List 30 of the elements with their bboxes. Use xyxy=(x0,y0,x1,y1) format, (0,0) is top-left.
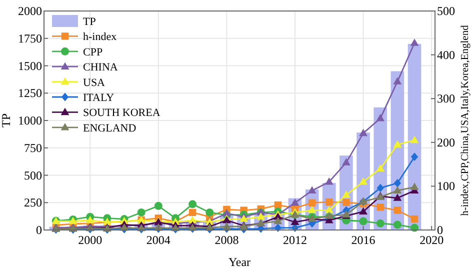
x-tick-label: 2012 xyxy=(282,233,307,247)
legend-label: CHINA xyxy=(83,62,118,74)
legend-label: h-index xyxy=(83,31,118,44)
x-axis-title: Year xyxy=(228,255,251,269)
y2-axis-title: h-index,CPP,China,USA,Italy,Korea,Englend xyxy=(460,24,471,216)
y-tick-label: 250 xyxy=(24,196,42,210)
y2-tick-label: 500 xyxy=(437,4,455,18)
y2-tick-label: 400 xyxy=(437,48,455,62)
legend-label: SOUTH KOREA xyxy=(83,107,160,120)
y-tick-label: 1250 xyxy=(18,86,42,100)
legend-label: ITALY xyxy=(83,92,114,104)
x-tick-label: 2016 xyxy=(351,233,376,247)
y-tick-label: 750 xyxy=(24,140,42,155)
y-tick-label: 1000 xyxy=(18,114,42,128)
legend-label: USA xyxy=(83,76,106,89)
y-tick-label: 500 xyxy=(24,168,42,182)
y-tick-label: 1750 xyxy=(18,31,42,46)
y-axis-title: TP xyxy=(0,113,13,128)
x-tick-label: 2004 xyxy=(146,233,170,247)
y2-tick-label: 100 xyxy=(437,179,455,194)
y2-tick-label: 200 xyxy=(437,135,455,150)
legend-label: ENGLAND xyxy=(83,122,136,134)
y-tick-label: 1500 xyxy=(18,58,42,73)
legend-label: CPP xyxy=(83,46,103,58)
y-tick-label: 2000 xyxy=(18,4,42,18)
x-tick-label: 2000 xyxy=(78,233,102,247)
x-tick-label: 2008 xyxy=(214,233,239,247)
y-tick-label: 0 xyxy=(36,223,42,237)
y2-tick-label: 300 xyxy=(437,92,455,106)
legend-label: TP xyxy=(83,16,96,28)
